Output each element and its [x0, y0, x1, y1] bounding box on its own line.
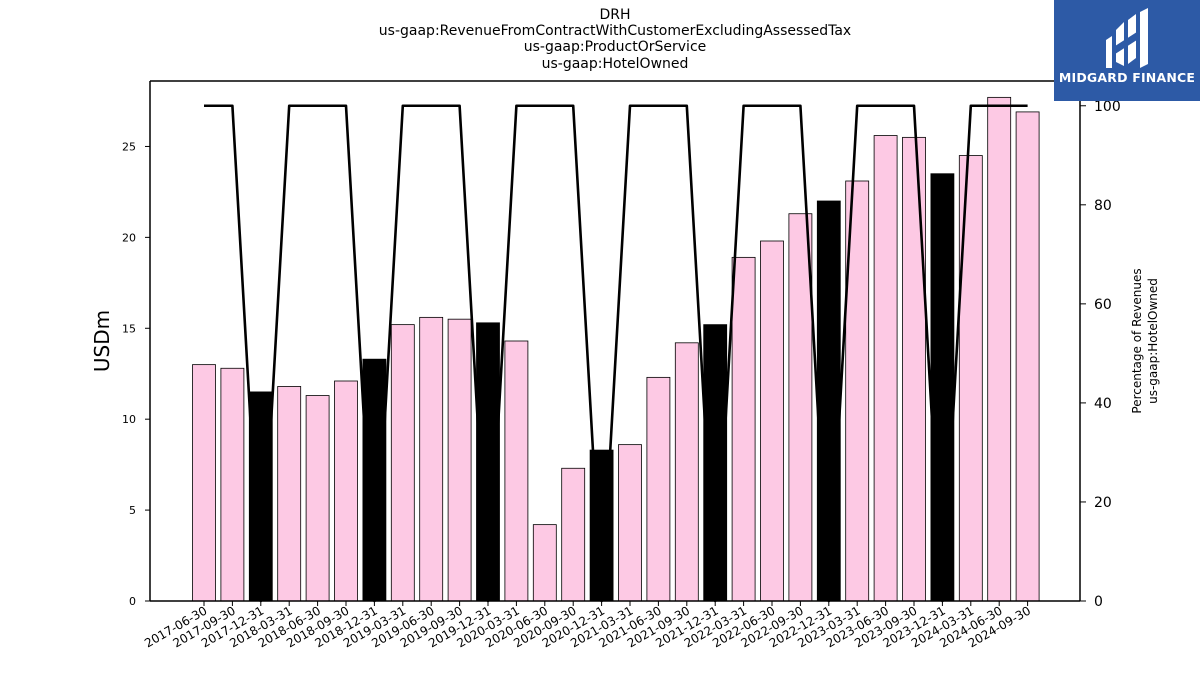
chart-title-line-2: us-gaap:RevenueFromContractWithCustomerE… [378, 23, 852, 39]
y-right-tick-label-0: 0 [1094, 594, 1103, 610]
bar-2021-03-31 [618, 444, 642, 602]
y-axis-label: USDm [90, 310, 114, 372]
y-tick-label-15: 15 [122, 322, 136, 335]
bar-2022-06-30 [760, 240, 784, 602]
bar-2017-09-30 [220, 367, 245, 602]
y-tick-label-10: 10 [122, 413, 136, 426]
bar-2022-12-31 [816, 200, 841, 602]
bar-2020-06-30 [532, 524, 557, 602]
bar-2022-09-30 [788, 213, 813, 602]
chart-title-line-3: us-gaap:ProductOrService [523, 39, 707, 55]
y-tick-label-5: 5 [129, 504, 136, 517]
bar-2021-06-30 [646, 376, 671, 602]
chart-title-line-4: us-gaap:HotelOwned [541, 56, 689, 72]
y-right-tick-label-100: 100 [1094, 99, 1121, 115]
y-right-tick-label-40: 40 [1094, 396, 1112, 412]
chart-title-line-1: DRH [599, 7, 631, 23]
y-tick-label-25: 25 [122, 140, 136, 153]
y-tick-label-20: 20 [122, 231, 136, 244]
logo-mark-icon [1106, 8, 1148, 68]
y-right-axis-label-line-1: Percentage of Revenues [1130, 268, 1144, 413]
bar-2019-06-30 [419, 316, 444, 602]
bar-2023-09-30 [902, 136, 926, 602]
y-right-tick-label-80: 80 [1094, 198, 1112, 214]
bar-2018-03-31 [277, 386, 302, 602]
bar-2024-03-31 [958, 155, 983, 602]
bar-2017-06-30 [192, 364, 216, 602]
percentage-line [204, 104, 1028, 603]
y-right-axis-label-line-2: us-gaap:HotelOwned [1146, 278, 1160, 404]
bar-2020-03-31 [504, 340, 529, 602]
bar-2017-12-31 [248, 391, 273, 602]
bar-2024-09-30 [1015, 111, 1040, 602]
bar-2020-09-30 [561, 467, 586, 602]
bar-2019-03-31 [390, 324, 415, 602]
y-right-tick-label-20: 20 [1094, 495, 1112, 511]
bar-2018-09-30 [334, 380, 358, 602]
bar-2022-03-31 [731, 256, 756, 602]
bar-2018-06-30 [305, 395, 330, 602]
midgard-finance-logo: MIDGARD FINANCE [1054, 0, 1200, 101]
bar-2019-09-30 [447, 318, 472, 602]
logo-text: MIDGARD FINANCE [1058, 70, 1196, 85]
bar-2024-06-30 [987, 96, 1012, 602]
bar-2021-09-30 [674, 342, 699, 602]
y-tick-label-0: 0 [129, 595, 136, 608]
y-right-tick-label-60: 60 [1094, 297, 1112, 313]
bar-2023-12-31 [930, 173, 955, 602]
bar-2023-06-30 [873, 135, 898, 602]
